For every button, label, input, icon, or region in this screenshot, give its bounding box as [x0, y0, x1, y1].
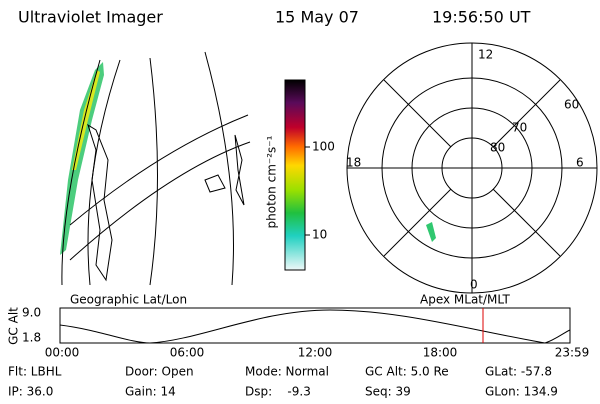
timeline-y-label: 1.8: [22, 331, 41, 345]
time: 19:56:50 UT: [432, 8, 531, 27]
status-field: Mode: Normal: [245, 365, 329, 379]
geographic-image: [60, 51, 251, 286]
status-field: Seq: 39: [365, 385, 411, 399]
panel-label: Apex MLat/MLT: [420, 293, 510, 307]
colorbar-tick-label: 100: [312, 140, 335, 154]
status-field: GC Alt: 5.0 Re: [365, 365, 449, 379]
panel-label: Geographic Lat/Lon: [70, 293, 187, 307]
lat-label: 60: [564, 98, 579, 112]
timeline-x-label: 23:59: [555, 346, 590, 360]
mlt-label: 18: [346, 156, 361, 170]
timeline-x-label: 00:00: [45, 346, 80, 360]
colorbar-tick-label: 10: [312, 228, 327, 242]
status-field: Door: Open: [125, 365, 194, 379]
mlt-label: 6: [576, 156, 584, 170]
colorbar-label: photon cm⁻²s⁻¹: [265, 135, 279, 228]
status-field: Flt: LBHL: [8, 365, 62, 379]
lat-label: 80: [490, 141, 505, 155]
status-field: Gain: 14: [125, 385, 176, 399]
timeline-x-label: 18:00: [423, 346, 458, 360]
timeline-axis-label: GC Alt: [7, 307, 21, 345]
lat-label: 70: [512, 121, 527, 135]
mlt-label: 12: [478, 48, 493, 62]
polar-plot: [346, 42, 598, 294]
mlt-label: 0: [470, 278, 478, 292]
status-field: IP: 36.0: [8, 385, 53, 399]
timeline-x-label: 12:00: [298, 346, 333, 360]
timeline-x-label: 06:00: [170, 346, 205, 360]
date: 15 May 07: [275, 8, 359, 27]
status-field: GLat: -57.8: [485, 365, 552, 379]
title: Ultraviolet Imager: [18, 8, 163, 27]
timeline-y-label: 9.0: [22, 306, 41, 320]
status-field: Dsp: -9.3: [245, 385, 311, 399]
colorbar: [284, 79, 306, 271]
altitude-curve: [59, 309, 571, 344]
timeline-box: [59, 307, 571, 344]
status-field: GLon: 134.9: [485, 385, 558, 399]
